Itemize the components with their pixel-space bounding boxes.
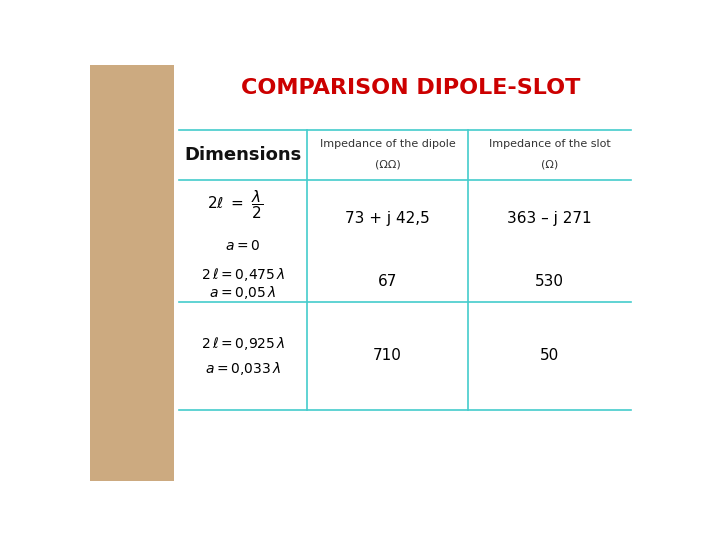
Text: (Ω): (Ω)	[541, 159, 558, 170]
Text: Impedance of the dipole: Impedance of the dipole	[320, 139, 456, 150]
Text: Dimensions: Dimensions	[184, 146, 302, 164]
Text: Impedance of the slot: Impedance of the slot	[489, 139, 611, 150]
Text: 50: 50	[540, 348, 559, 363]
Text: $a = 0{,}033\,\lambda$: $a = 0{,}033\,\lambda$	[205, 360, 282, 377]
Text: COMPARISON DIPOLE-SLOT: COMPARISON DIPOLE-SLOT	[241, 78, 580, 98]
Text: 710: 710	[373, 348, 402, 363]
Text: $a = 0$: $a = 0$	[225, 239, 261, 253]
Text: 73 + j 42,5: 73 + j 42,5	[345, 211, 430, 226]
Text: $2\ell\ =\ \dfrac{\lambda}{2}$: $2\ell\ =\ \dfrac{\lambda}{2}$	[207, 188, 264, 221]
Text: $2\,\ell = 0{,}475\,\lambda$: $2\,\ell = 0{,}475\,\lambda$	[201, 266, 285, 283]
Text: (ΩΩ): (ΩΩ)	[374, 159, 400, 170]
Text: 67: 67	[378, 274, 397, 289]
Text: 363 – j 271: 363 – j 271	[508, 211, 592, 226]
Text: $2\,\ell = 0{,}925\,\lambda$: $2\,\ell = 0{,}925\,\lambda$	[201, 335, 285, 352]
Text: 530: 530	[535, 274, 564, 289]
Bar	[90, 65, 174, 481]
Text: $a = 0{,}05\,\lambda$: $a = 0{,}05\,\lambda$	[210, 284, 276, 301]
